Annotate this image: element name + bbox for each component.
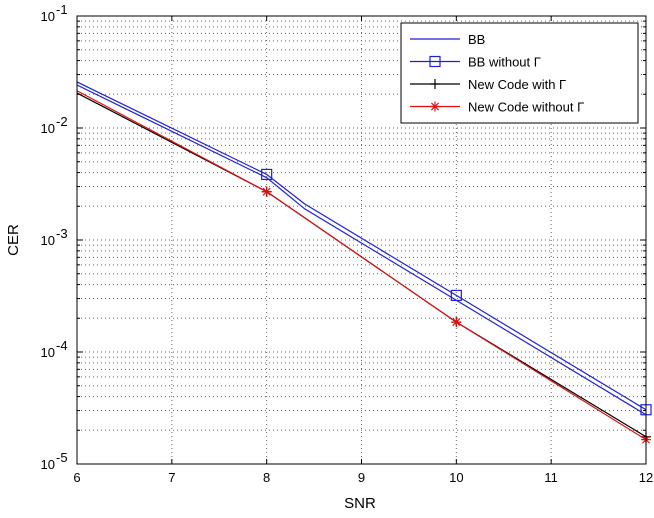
series-line [76,90,647,441]
x-tick-label: 11 [544,470,558,485]
y-tick-label: 10 [41,233,55,248]
data-point-shape [450,289,462,302]
series-4 [76,90,651,445]
legend-marker [430,101,440,112]
y-tick-label: 10 [41,457,55,472]
x-tick-label: 6 [73,470,80,485]
x-tick-label: 12 [639,470,653,485]
x-tick-label: 10 [449,470,463,485]
axes [76,15,647,465]
legend: BB BB without Γ New Code with Γ New Code wi… [400,22,639,124]
legend-entry: New Code without Γ [410,100,584,115]
y-tick-exponent: -5 [56,450,68,465]
data-point [450,289,462,302]
data-point-d2 [452,318,461,327]
legend-marker [430,79,440,89]
data-point [451,317,462,328]
data-point-d2 [262,187,271,196]
x-tick-label: 8 [263,470,270,485]
legend-entry: New Code with Γ [410,77,566,92]
y-tick-exponent: -4 [56,338,68,353]
y-tick-exponent: -2 [56,114,68,129]
y-tick-exponent: -1 [56,2,68,17]
legend-label: New Code with Γ [468,77,566,92]
y-tick-exponent: -3 [56,226,68,241]
y-axis-label: CER [5,224,22,256]
data-point [261,186,272,197]
y-tick-label: 10 [41,9,55,24]
data-point [261,168,273,181]
grid [77,16,646,464]
series-2 [76,81,652,416]
x-tick-label: 9 [358,470,365,485]
legend-label: BB without Γ [468,55,541,70]
legend-entry: BB without Γ [410,55,541,70]
series-line [76,81,647,411]
legend-label: BB [468,32,485,47]
legend-marker-shape [429,55,441,68]
y-tick-label: 10 [41,121,55,136]
series-line [76,84,647,416]
legend-entry: BB [410,32,485,47]
series-1 [76,84,647,416]
x-tick-label: 7 [168,470,175,485]
x-axis-label: SNR [344,495,376,512]
y-tick-label: 10 [41,345,55,360]
plot-series [76,81,652,445]
legend-marker-d2 [430,102,440,111]
legend-label: New Code without Γ [468,100,584,115]
data-point-shape [261,168,273,181]
legend-marker [429,55,441,68]
